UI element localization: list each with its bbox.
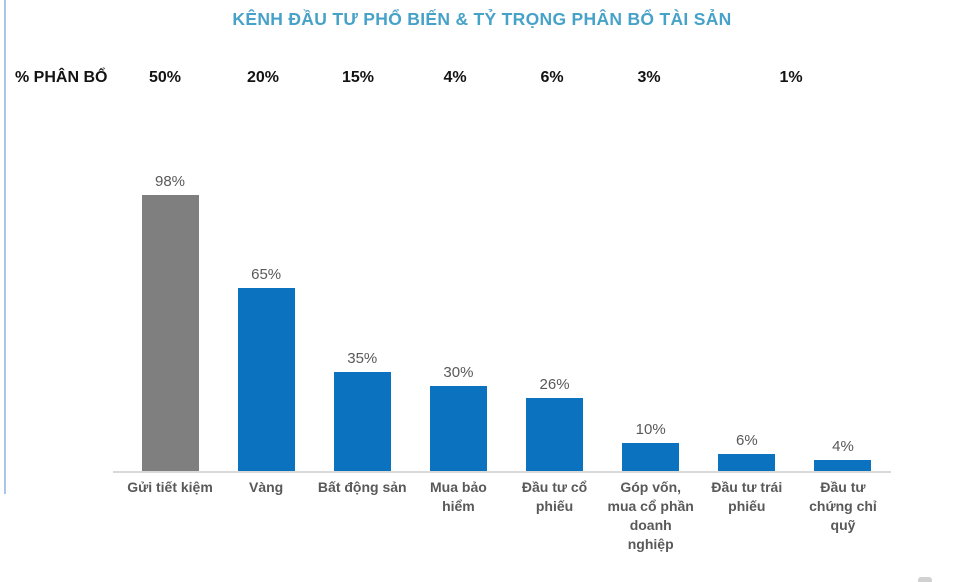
allocation-value: 50% [148,69,182,86]
category-label: Đầu tư chứng chỉ quỹ [809,479,877,533]
bar-value-label: 6% [735,432,758,449]
allocation-value: 6% [540,69,564,86]
bar-value-label: 65% [251,266,282,283]
category-label: Bất động sản [317,479,407,495]
category-label: Đầu tư trái phiếu [711,479,783,514]
bar-7 [718,454,776,471]
bar-2 [237,288,295,471]
bar-value-label: 4% [832,438,854,455]
allocation-value: 3% [637,69,661,86]
category-label: Vàng [249,479,284,495]
bar-8 [814,460,872,471]
allocation-row-label: % PHÂN BỔ [15,69,108,86]
category-label: Đầu tư cổ phiếu [521,479,588,514]
bar-5 [526,398,584,471]
allocation-value: 20% [246,69,280,86]
bar-4 [429,386,487,471]
bar-value-label: 30% [443,364,474,381]
left-border-line [4,0,6,494]
bar-value-label: 35% [347,350,378,367]
bar-1 [141,195,199,471]
x-axis-baseline [113,471,891,473]
allocation-value: 15% [341,69,375,86]
bar-value-label: 10% [635,421,666,438]
category-label: Gửi tiết kiệm [127,479,213,495]
bar-value-label: 98% [154,173,186,190]
bottom-right-artifact [918,577,932,582]
category-label: Góp vốn, mua cổ phần doanh nghiệp [607,479,694,552]
bar-3 [333,372,391,471]
chart-title: KÊNH ĐẦU TƯ PHỔ BIẾN & TỶ TRỌNG PHÂN BỔ … [232,9,732,29]
allocation-value: 1% [779,69,803,86]
bar-6 [622,443,680,471]
bar-value-label: 26% [539,376,570,393]
category-label: Mua bảo hiểm [430,479,487,514]
allocation-value: 4% [443,69,467,86]
